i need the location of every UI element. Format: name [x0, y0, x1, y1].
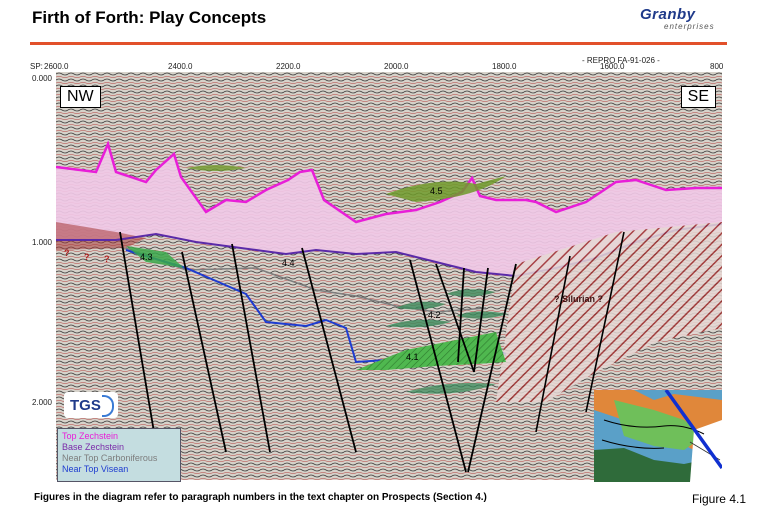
sp-tick: 1600.0 [600, 62, 625, 71]
fault-line [457, 267, 465, 363]
sp-tick: 1800.0 [492, 62, 517, 71]
legend-item-top-zechstein: Top Zechstein [62, 431, 119, 441]
olive-lens [186, 165, 246, 171]
time-tick: 2.000 [31, 398, 52, 407]
question-mark: ? [84, 252, 90, 262]
fault-line [535, 255, 571, 433]
prospect-label-4-4: 4.4 [282, 258, 295, 268]
fault-line [301, 247, 357, 453]
fault-line [435, 263, 475, 373]
fault-line [585, 231, 625, 413]
nw-marker: NW [60, 86, 101, 108]
question-mark: ? [104, 254, 110, 264]
sp-label: SP: [30, 62, 43, 71]
prospect-4-3 [126, 246, 184, 268]
fault-line [467, 263, 517, 473]
top-zechstein-horizon [56, 140, 722, 224]
zechstein-interval [56, 144, 722, 276]
fault-line [473, 267, 489, 373]
logo-word: Granby [640, 6, 696, 23]
prospect-label-4-1: 4.1 [406, 352, 419, 362]
tgs-arc [102, 395, 114, 417]
sp-axis: SP: 2600.0 2400.0 2200.0 2000.0 1800.0 1… [30, 56, 724, 72]
prospect-label-4-3: 4.3 [140, 252, 153, 262]
time-tick: 0.000 [31, 74, 52, 83]
permian-wedge [56, 222, 146, 250]
sp-tick: 2000.0 [384, 62, 409, 71]
legend-item-near-top-visean: Near Top Visean [62, 464, 129, 474]
tgs-logo: TGS [64, 392, 118, 418]
tgs-text: TGS [70, 397, 101, 414]
silurian-label: ? Silurian ? [554, 294, 604, 304]
prospect-4-2-lens [406, 383, 496, 394]
sp-tick: 2400.0 [168, 62, 193, 71]
sp-tick: 2600.0 [44, 62, 69, 71]
sp-tick: 2200.0 [276, 62, 301, 71]
prospect-4-2-lens [396, 301, 446, 310]
fault-line [181, 251, 227, 453]
header-rule [30, 42, 727, 45]
fault-line [231, 243, 271, 453]
prospect-4-1 [356, 332, 506, 370]
granby-logo: Granby enterprises [628, 6, 728, 38]
logo-subtitle: enterprises [664, 22, 715, 31]
sp-tick: 800 [710, 62, 724, 71]
prospect-4-5 [386, 176, 506, 202]
near-top-carboniferous-horizon [125, 247, 487, 313]
fault-line [119, 231, 155, 433]
se-marker: SE [680, 86, 716, 108]
horizon-legend: Top Zechstein Base Zechstein Near Top Ca… [57, 428, 181, 482]
silurian-block [496, 222, 722, 402]
prospect-label-4-5: 4.5 [430, 186, 443, 196]
location-map-svg [594, 390, 722, 482]
location-map-inset [594, 390, 722, 482]
figure-number: Figure 4.1 [691, 492, 746, 506]
time-axis: 0.000 1.000 2.000 [28, 72, 54, 482]
fault-line [409, 259, 467, 473]
repro-label: - REPRO FA-91-026 - [582, 56, 660, 65]
legend-item-base-zechstein: Base Zechstein [62, 442, 125, 452]
legend-item-near-top-carboniferous: Near Top Carboniferous [62, 453, 158, 463]
time-tick: 1.000 [31, 238, 52, 247]
question-mark: ? [64, 248, 70, 258]
prospect-4-2-lens [386, 319, 451, 328]
prospect-label-4-2: 4.2 [428, 310, 441, 320]
figure-caption: Figures in the diagram refer to paragrap… [34, 492, 487, 503]
page-title: Firth of Forth: Play Concepts [32, 8, 267, 27]
